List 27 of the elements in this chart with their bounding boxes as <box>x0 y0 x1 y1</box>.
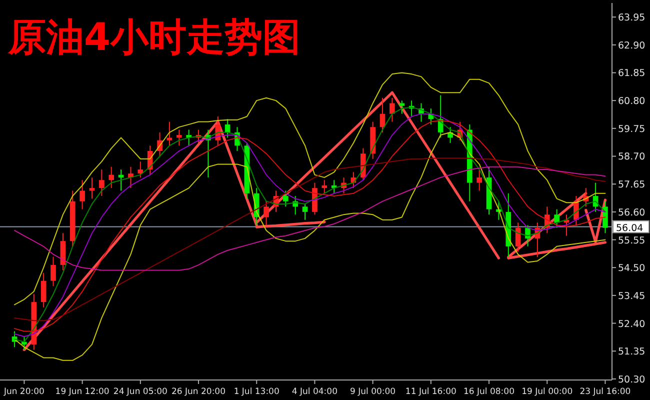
y-tick-label: 61.85 <box>618 68 646 80</box>
y-tick-label: 62.90 <box>618 40 646 52</box>
x-tick-label: 4 Jul 04:00 <box>292 387 338 397</box>
x-tick-label: 23 Jul 16:00 <box>580 387 631 397</box>
chart-title: 原油4小时走势图 <box>7 15 300 59</box>
x-tick-label: 11 Jul 16:00 <box>405 387 456 397</box>
y-tick-label: 56.60 <box>618 207 646 218</box>
x-tick-label: 19 Jun 12:00 <box>55 387 110 397</box>
y-tick-label: 55.55 <box>618 235 646 246</box>
x-tick-label: 26 Jun 20:00 <box>172 387 226 397</box>
y-tick-label: 52.40 <box>618 318 646 330</box>
y-tick-label: 50.30 <box>618 374 646 386</box>
y-tick-label: 51.35 <box>618 346 646 358</box>
x-tick-label: 19 Jul 00:00 <box>522 387 573 397</box>
y-tick-label: 59.75 <box>618 124 646 135</box>
y-tick-label: 63.95 <box>618 12 646 24</box>
y-tick-label: 60.80 <box>618 96 646 108</box>
x-tick-label: 16 Jul 08:00 <box>464 387 515 397</box>
x-tick-label: Jun 20:00 <box>2 387 44 397</box>
x-tick-label: 1 Jul 13:00 <box>234 387 280 397</box>
y-tick-label: 53.45 <box>618 290 646 302</box>
x-tick-label: 24 Jun 05:00 <box>113 387 168 397</box>
x-tick-label: 9 Jul 00:00 <box>350 387 396 397</box>
y-tick-label: 57.65 <box>618 180 646 191</box>
ref-line-label: 56.04 <box>616 222 644 234</box>
y-tick-label: 54.50 <box>618 263 646 274</box>
y-tick-label: 58.70 <box>618 152 646 163</box>
